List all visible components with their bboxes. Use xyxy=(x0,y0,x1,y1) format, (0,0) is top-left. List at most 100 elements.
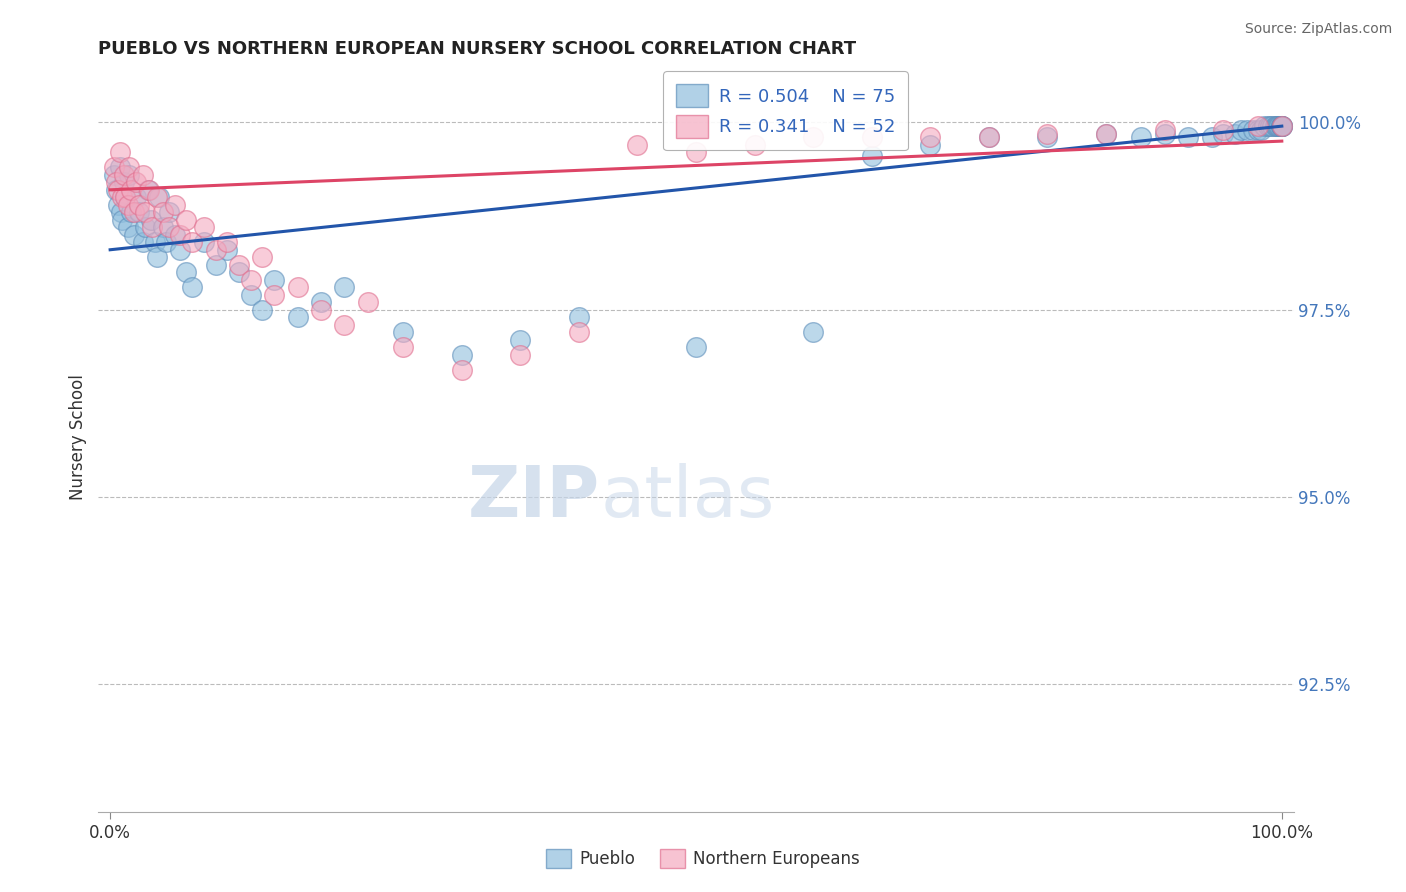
Point xyxy=(450,362,472,376)
Point xyxy=(685,340,707,354)
Point xyxy=(122,205,145,219)
Y-axis label: Nursery School: Nursery School xyxy=(69,374,87,500)
Point xyxy=(977,130,1000,145)
Text: ZIP: ZIP xyxy=(468,463,600,532)
Text: atlas: atlas xyxy=(600,463,775,532)
Point xyxy=(1212,127,1234,141)
Point xyxy=(118,161,141,175)
Point xyxy=(1271,119,1294,133)
Point xyxy=(114,190,136,204)
Point xyxy=(118,168,141,182)
Point xyxy=(111,190,134,204)
Point xyxy=(141,212,163,227)
Legend: R = 0.504    N = 75, R = 0.341    N = 52: R = 0.504 N = 75, R = 0.341 N = 52 xyxy=(664,71,908,151)
Point xyxy=(193,235,215,250)
Point xyxy=(163,227,186,242)
Point xyxy=(568,310,591,325)
Point xyxy=(509,333,531,347)
Point xyxy=(204,258,226,272)
Point xyxy=(120,205,142,219)
Point xyxy=(333,280,356,294)
Point xyxy=(134,205,156,219)
Point xyxy=(920,130,942,145)
Point xyxy=(117,198,139,212)
Point xyxy=(287,280,309,294)
Point xyxy=(1270,119,1292,133)
Point xyxy=(1250,123,1272,137)
Point xyxy=(1036,127,1059,141)
Point xyxy=(217,235,239,250)
Point xyxy=(125,175,148,189)
Point xyxy=(112,168,135,182)
Point xyxy=(685,145,707,160)
Point xyxy=(204,243,226,257)
Point xyxy=(1253,119,1275,133)
Point xyxy=(103,161,125,175)
Point xyxy=(136,183,159,197)
Point xyxy=(105,175,128,189)
Point xyxy=(509,348,531,362)
Point xyxy=(122,227,145,242)
Point xyxy=(309,295,332,310)
Point xyxy=(108,145,131,160)
Point xyxy=(920,137,942,152)
Point xyxy=(1264,119,1286,133)
Point xyxy=(169,243,191,257)
Point xyxy=(157,220,180,235)
Point xyxy=(1095,127,1118,141)
Point xyxy=(263,287,285,301)
Point xyxy=(357,295,380,310)
Point xyxy=(287,310,309,325)
Point xyxy=(263,273,285,287)
Point xyxy=(143,235,166,250)
Point xyxy=(163,198,186,212)
Point xyxy=(146,190,169,204)
Point xyxy=(111,212,134,227)
Point xyxy=(1229,123,1253,137)
Point xyxy=(1223,127,1246,141)
Point xyxy=(252,250,274,264)
Point xyxy=(1241,123,1264,137)
Point xyxy=(148,190,170,204)
Point xyxy=(107,183,129,197)
Point xyxy=(801,325,824,339)
Point xyxy=(252,302,274,317)
Point xyxy=(333,318,356,332)
Point xyxy=(1271,119,1294,133)
Point xyxy=(1236,123,1258,137)
Point xyxy=(744,137,766,152)
Point xyxy=(1271,119,1294,133)
Point xyxy=(174,265,197,279)
Point xyxy=(1265,119,1288,133)
Text: PUEBLO VS NORTHERN EUROPEAN NURSERY SCHOOL CORRELATION CHART: PUEBLO VS NORTHERN EUROPEAN NURSERY SCHO… xyxy=(98,40,856,58)
Point xyxy=(309,302,332,317)
Point xyxy=(155,235,177,250)
Legend: Pueblo, Northern Europeans: Pueblo, Northern Europeans xyxy=(538,843,868,875)
Point xyxy=(1267,119,1289,133)
Point xyxy=(1265,119,1288,133)
Point xyxy=(1201,130,1223,145)
Point xyxy=(128,205,150,219)
Point xyxy=(1271,119,1294,133)
Point xyxy=(193,220,215,235)
Text: Source: ZipAtlas.com: Source: ZipAtlas.com xyxy=(1244,22,1392,37)
Point xyxy=(152,220,174,235)
Point xyxy=(1268,119,1291,133)
Point xyxy=(1270,119,1292,133)
Point xyxy=(1153,127,1175,141)
Point xyxy=(125,190,148,204)
Point xyxy=(146,250,169,264)
Point xyxy=(103,168,125,182)
Point xyxy=(1212,123,1234,137)
Point xyxy=(1130,130,1153,145)
Point xyxy=(1258,119,1281,133)
Point xyxy=(1095,127,1118,141)
Point xyxy=(626,137,648,152)
Point xyxy=(1153,123,1175,137)
Point xyxy=(120,183,142,197)
Point xyxy=(860,130,883,145)
Point xyxy=(1270,119,1292,133)
Point xyxy=(174,212,197,227)
Point xyxy=(152,205,174,219)
Point xyxy=(108,161,131,175)
